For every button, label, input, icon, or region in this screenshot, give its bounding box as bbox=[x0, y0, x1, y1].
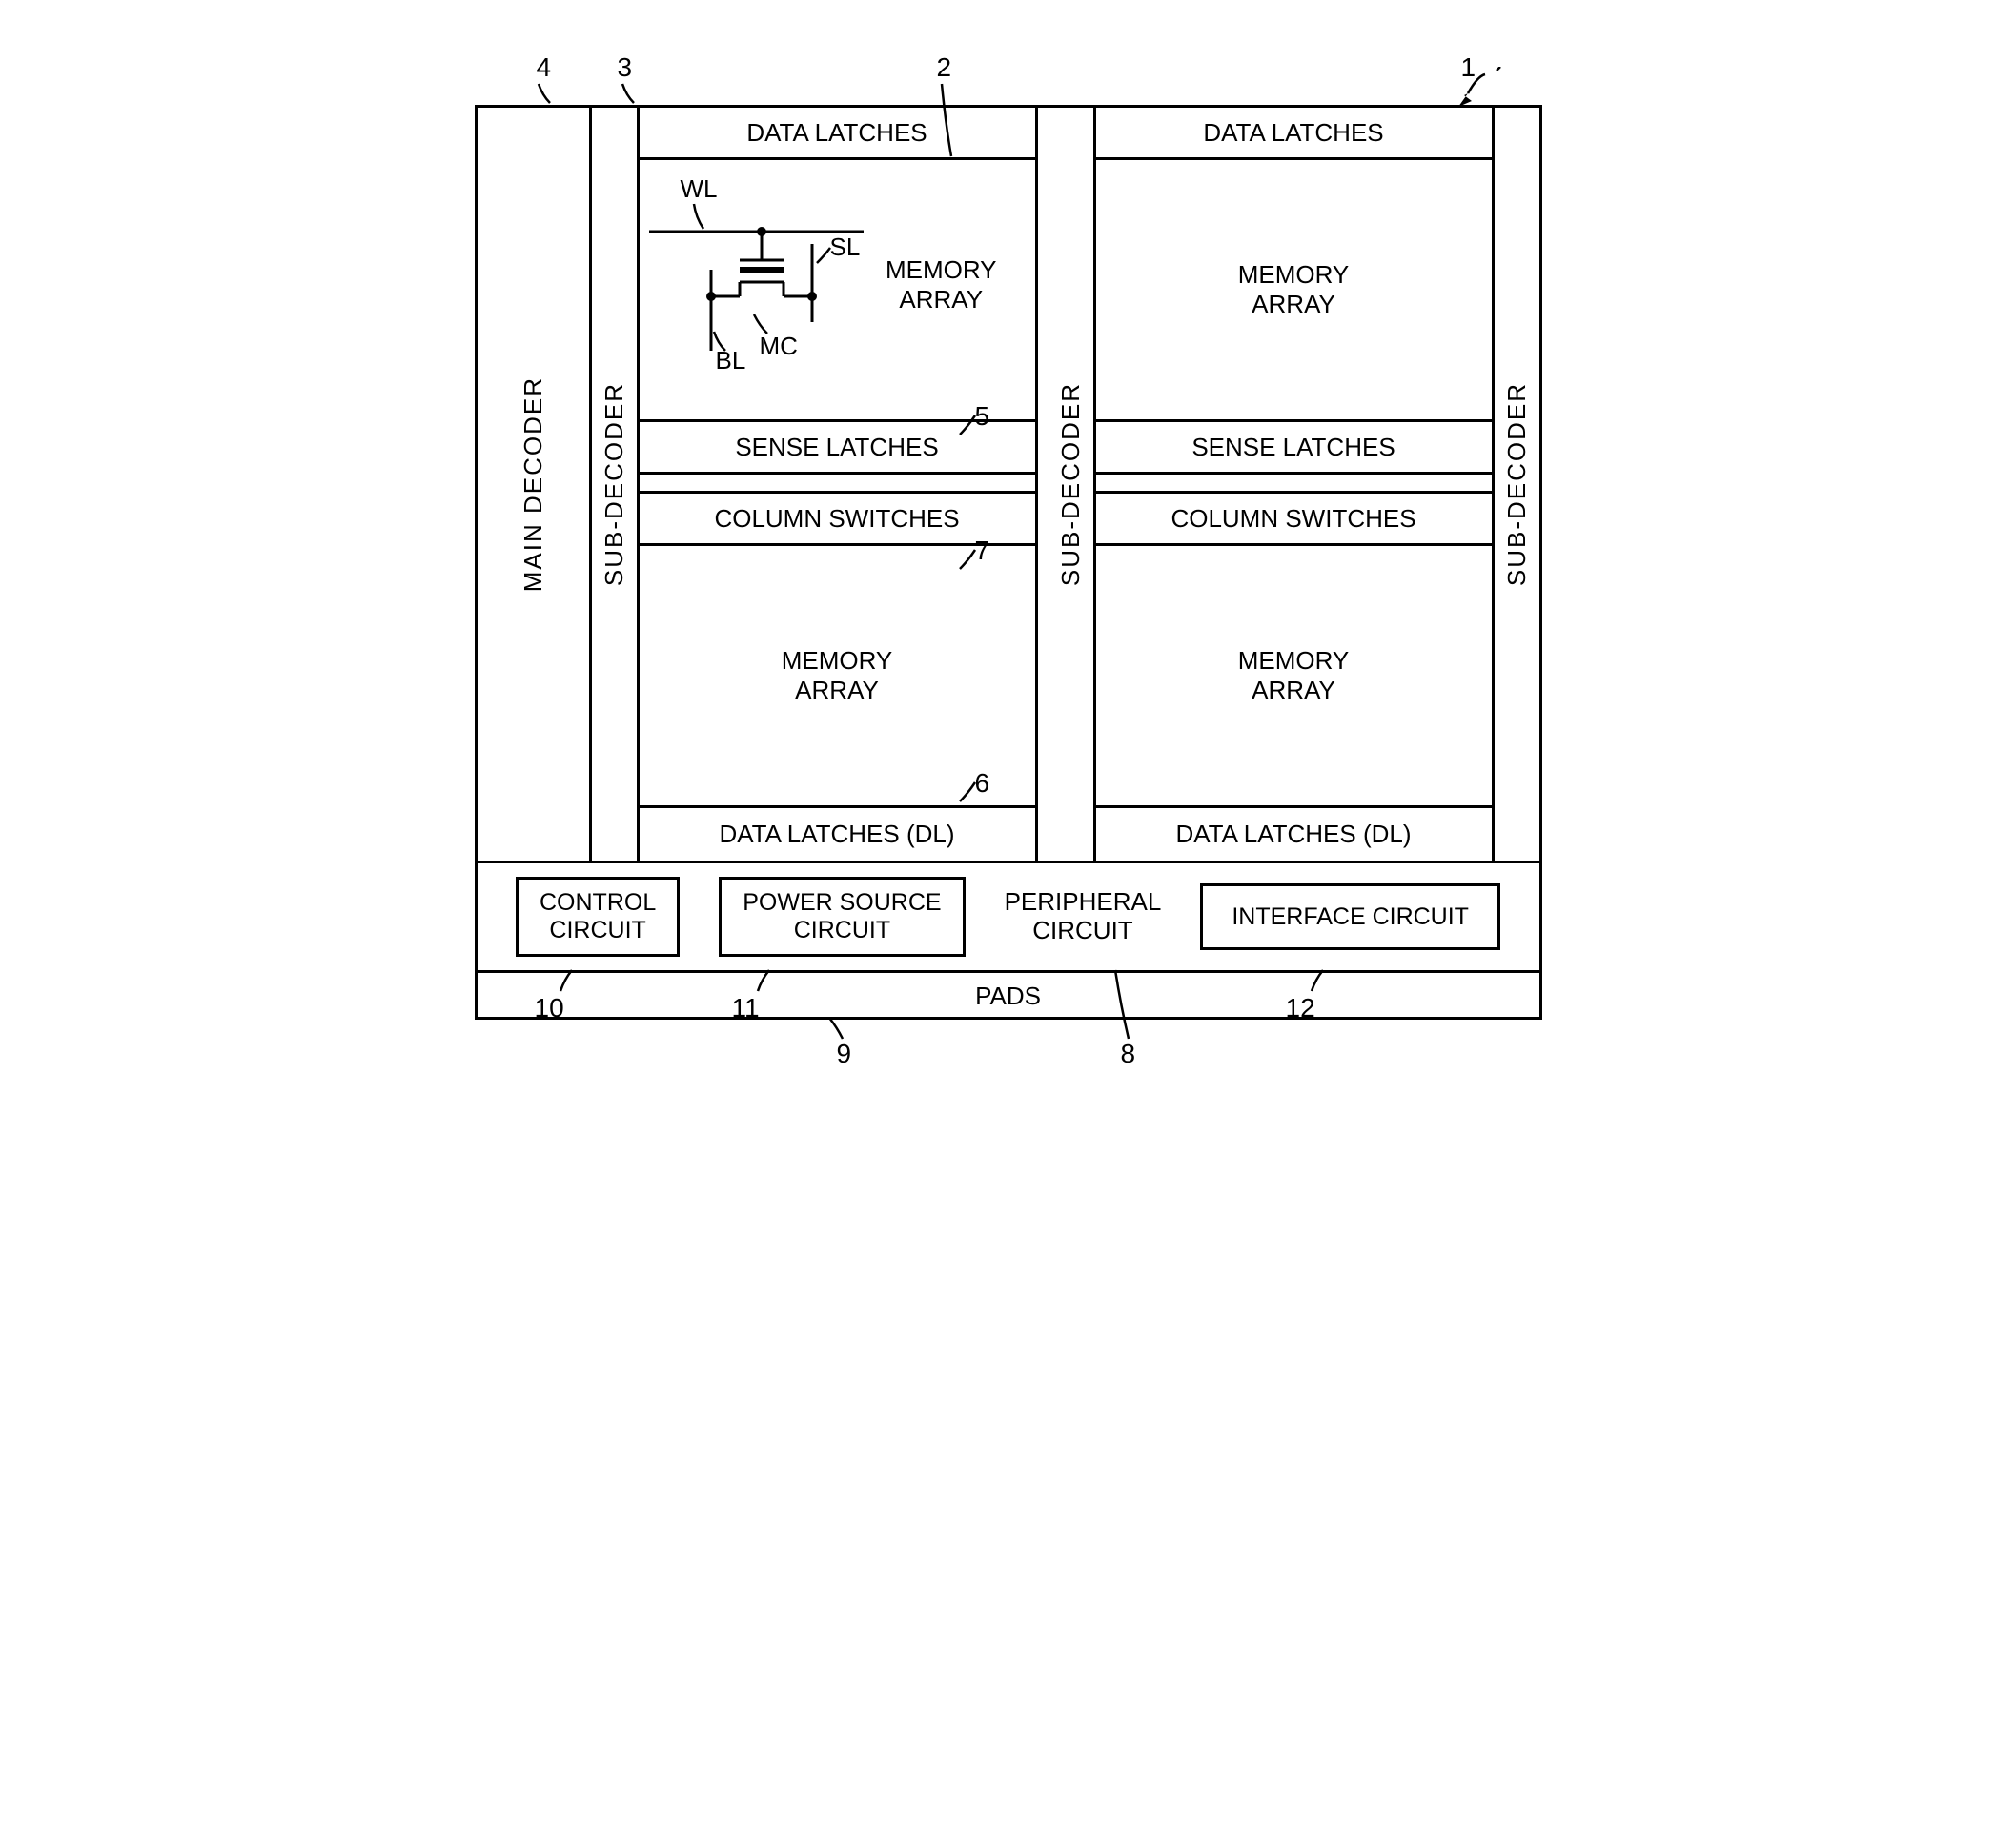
memory-array-label-bl: MEMORY ARRAY bbox=[782, 646, 893, 705]
tick-4 bbox=[537, 82, 556, 107]
sub-decoder-left-label: SUB-DECODER bbox=[600, 382, 629, 586]
interface-circuit-block: INTERFACE CIRCUIT bbox=[1200, 883, 1500, 951]
chip-outline: MAIN DECODER SUB-DECODER DATA LATCHES bbox=[475, 105, 1542, 1020]
control-circuit-block: CONTROL CIRCUIT bbox=[516, 877, 680, 957]
memory-chip-diagram: 4 3 2 1 5 7 6 10 11 12 9 bbox=[437, 38, 1580, 1086]
memory-array-label-br: MEMORY ARRAY bbox=[1238, 646, 1350, 705]
data-latches-top-left: DATA LATCHES bbox=[640, 108, 1035, 160]
wl-label: WL bbox=[681, 174, 718, 204]
memory-column-left: DATA LATCHES bbox=[640, 108, 1035, 861]
sense-latches-right: SENSE LATCHES bbox=[1096, 422, 1492, 475]
sl-tick bbox=[815, 246, 834, 267]
pads-row: PADS bbox=[478, 970, 1539, 1020]
sub-decoder-left: SUB-DECODER bbox=[592, 108, 640, 861]
ref-8: 8 bbox=[1121, 1039, 1136, 1069]
memory-array-top-right: MEMORY ARRAY bbox=[1096, 160, 1492, 422]
sub-decoder-right-label: SUB-DECODER bbox=[1502, 382, 1532, 586]
peripheral-circuit-label: PERIPHERAL CIRCUIT bbox=[1005, 888, 1162, 945]
main-decoder-block: MAIN DECODER bbox=[478, 108, 592, 861]
memory-array-top-left: WL SL BL MC bbox=[640, 160, 1035, 422]
sub-decoder-mid: SUB-DECODER bbox=[1049, 108, 1096, 861]
memory-array-label-tl: MEMORY ARRAY bbox=[886, 255, 997, 314]
gap-left bbox=[640, 475, 1035, 494]
ref-9: 9 bbox=[837, 1039, 852, 1069]
power-source-block: POWER SOURCE CIRCUIT bbox=[719, 877, 965, 957]
data-latches-bottom-right: DATA LATCHES (DL) bbox=[1096, 808, 1492, 861]
main-decoder-label: MAIN DECODER bbox=[519, 376, 548, 592]
memory-array-bottom-right: MEMORY ARRAY bbox=[1096, 546, 1492, 808]
data-latches-bottom-left: DATA LATCHES (DL) bbox=[640, 808, 1035, 861]
bl-tick bbox=[712, 330, 729, 353]
ref-3: 3 bbox=[618, 52, 633, 83]
sl-label: SL bbox=[830, 233, 861, 262]
upper-region: MAIN DECODER SUB-DECODER DATA LATCHES bbox=[478, 108, 1539, 861]
mc-circuit bbox=[640, 160, 887, 417]
ref-4: 4 bbox=[537, 52, 552, 83]
sub-decoder-mid-label: SUB-DECODER bbox=[1056, 382, 1086, 586]
memory-column-right: DATA LATCHES MEMORY ARRAY SENSE LATCHES … bbox=[1096, 108, 1492, 861]
sense-latches-left: SENSE LATCHES bbox=[640, 422, 1035, 475]
wl-tick bbox=[692, 202, 709, 231]
mc-tick bbox=[752, 313, 771, 337]
sub-decoder-right: SUB-DECODER bbox=[1492, 108, 1539, 861]
memory-array-bottom-left: MEMORY ARRAY bbox=[640, 546, 1035, 808]
memory-array-label-tr: MEMORY ARRAY bbox=[1238, 260, 1350, 319]
ref-2: 2 bbox=[937, 52, 952, 83]
column-switches-left: COLUMN SWITCHES bbox=[640, 494, 1035, 546]
tick-9 bbox=[827, 1016, 846, 1043]
peripheral-row: CONTROL CIRCUIT POWER SOURCE CIRCUIT PER… bbox=[478, 861, 1539, 970]
center-gap-1 bbox=[1035, 108, 1049, 861]
column-switches-right: COLUMN SWITCHES bbox=[1096, 494, 1492, 546]
tick-3 bbox=[621, 82, 640, 107]
data-latches-top-right: DATA LATCHES bbox=[1096, 108, 1492, 160]
gap-right bbox=[1096, 475, 1492, 494]
